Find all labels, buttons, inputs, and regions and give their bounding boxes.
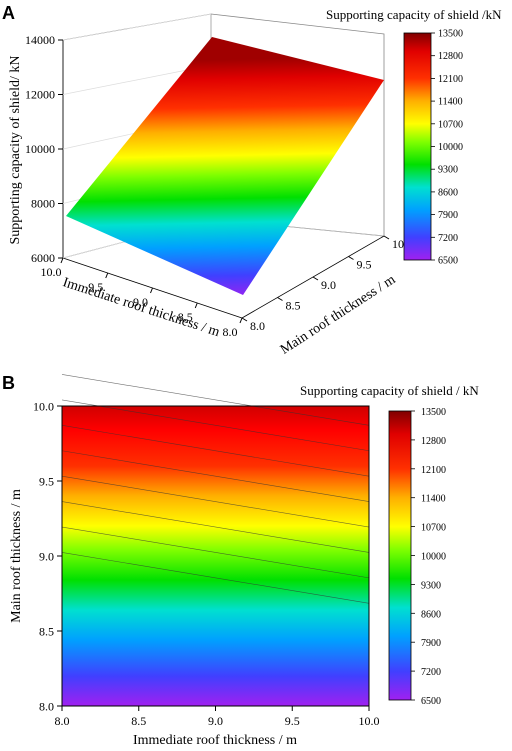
panel-b-contour-line bbox=[61, 425, 370, 477]
panel-b: B Supporting capacity of shield / kN 8.0… bbox=[2, 373, 479, 748]
panel-b-colorbar-tick-label: 10000 bbox=[421, 552, 446, 563]
panel-b-y-tick-label: 9.5 bbox=[39, 475, 54, 489]
panel-a-colorbar-tick-label: 9300 bbox=[438, 165, 458, 176]
panel-a-colorbar-ticks: 13500 12800 12100 11400 10700 10000 9300 8600 79… bbox=[431, 29, 463, 267]
panel-b-x-tick-label: 8.5 bbox=[131, 714, 146, 728]
panel-b-colorbar-tick-label: 13500 bbox=[421, 407, 446, 418]
panel-a-colorbar-tick-label: 6500 bbox=[438, 256, 458, 267]
panel-b-ticks: 8.0 8.5 9.0 9.5 10.0 8.0 8.5 9.0 9.5 10.0 bbox=[33, 400, 380, 729]
panel-b-colorbar-tick-label: 8600 bbox=[421, 609, 441, 620]
panel-a-surface bbox=[66, 37, 384, 295]
panel-b-y-tick-label: 10.0 bbox=[33, 400, 54, 414]
panel-a-z-tick-label: 10000 bbox=[25, 142, 55, 156]
panel-a-y-tick bbox=[312, 276, 319, 281]
panel-b-x-tick-label: 9.5 bbox=[285, 714, 300, 728]
panel-b-x-axis-label: Immediate roof thickness / m bbox=[133, 733, 297, 748]
panel-a-x-tick-label: 9.5 bbox=[88, 280, 103, 294]
panel-a-x-tick bbox=[194, 302, 198, 309]
panel-a-colorbar-tick-label: 12100 bbox=[438, 74, 463, 85]
panel-b-contour-line bbox=[61, 374, 370, 426]
panel-b-colorbar bbox=[388, 410, 412, 701]
panel-a-z-tick-label: 12000 bbox=[25, 88, 55, 102]
panel-b-colorbar-tick-label: 7200 bbox=[421, 667, 441, 678]
panel-a-colorbar-tick-label: 10700 bbox=[438, 119, 463, 130]
panel-a: A 6000 8000 10000 12000 14000 10.0 9.5 9.0 8.5 8.… bbox=[2, 3, 502, 358]
panel-a-colorbar-title: Supporting capacity of shield /kN bbox=[326, 7, 502, 22]
panel-b-colorbar-tick-label: 12100 bbox=[421, 465, 446, 476]
panel-a-y-tick bbox=[277, 297, 283, 301]
panel-a-y-tick bbox=[348, 256, 354, 260]
panel-a-y-tick bbox=[241, 317, 248, 322]
panel-b-plot-area bbox=[61, 374, 370, 707]
panel-b-colorbar-tick-label: 10700 bbox=[421, 523, 446, 534]
panel-b-colorbar-tick-label: 11400 bbox=[421, 494, 446, 505]
panel-a-x-tick-label: 8.0 bbox=[223, 325, 238, 339]
panel-b-colorbar-tick-label: 7900 bbox=[421, 638, 441, 649]
panel-a-y-tick-label: 9.5 bbox=[357, 258, 372, 272]
panel-a-z-tick-label: 8000 bbox=[31, 197, 55, 211]
panel-a-colorbar-tick-label: 13500 bbox=[438, 29, 463, 40]
panel-a-ticks: 6000 8000 10000 12000 14000 10.0 9.5 9.0 8.5 8.0 8… bbox=[25, 33, 413, 339]
panel-a-z-tick-label: 6000 bbox=[31, 251, 55, 265]
panel-a-colorbar-tick-label: 10000 bbox=[438, 142, 463, 153]
panel-a-colorbar-tick-label: 7200 bbox=[438, 233, 458, 244]
panel-b-colorbar-tick-label: 6500 bbox=[421, 696, 441, 707]
panel-b-contour-line bbox=[61, 526, 370, 579]
panel-a-x-tick bbox=[60, 257, 64, 264]
panel-a-y-tick-label: 8.0 bbox=[250, 319, 265, 333]
panel-a-colorbar-tick-label: 11400 bbox=[438, 97, 463, 108]
panel-b-colorbar-ticks: 13500 12800 12100 11400 10700 10000 9300 8600 79… bbox=[411, 407, 446, 707]
panel-a-x-tick-label: 8.5 bbox=[178, 310, 193, 324]
panel-b-x-tick-label: 10.0 bbox=[359, 714, 380, 728]
panel-a-y-tick bbox=[383, 235, 390, 240]
panel-b-label: B bbox=[2, 373, 15, 393]
panel-a-z-tick-label: 14000 bbox=[25, 33, 55, 47]
panel-a-colorbar-tick-label: 7900 bbox=[438, 210, 458, 221]
panel-b-y-tick-label: 8.0 bbox=[39, 700, 54, 714]
panel-b-contour-line bbox=[61, 399, 370, 452]
panel-a-x-tick bbox=[105, 272, 109, 279]
panel-a-y-tick-label: 9.0 bbox=[321, 278, 336, 292]
panel-a-x-tick-label: 10.0 bbox=[41, 265, 62, 279]
panel-a-x-tick bbox=[150, 287, 153, 294]
panel-a-label: A bbox=[2, 3, 15, 23]
panel-a-z-axis-label: Supporting capacity of shield/ kN bbox=[8, 56, 23, 245]
panel-b-y-axis-label: Main roof thickness / m bbox=[9, 489, 24, 623]
panel-b-contour-line bbox=[61, 501, 370, 553]
panel-a-gridline bbox=[62, 13, 212, 41]
panel-b-contour-lines bbox=[61, 374, 370, 604]
panel-a-x-tick bbox=[239, 317, 243, 324]
panel-a-colorbar-tick-label: 8600 bbox=[438, 187, 458, 198]
panel-a-colorbar-tick-label: 12800 bbox=[438, 51, 463, 62]
panel-b-contour-fill bbox=[62, 406, 369, 706]
panel-b-x-tick-label: 8.0 bbox=[55, 714, 70, 728]
panel-b-colorbar-tick-label: 9300 bbox=[421, 580, 441, 591]
panel-b-contour-line bbox=[61, 475, 370, 528]
panel-b-colorbar-title: Supporting capacity of shield / kN bbox=[300, 383, 479, 398]
panel-b-colorbar-tick-label: 12800 bbox=[421, 436, 446, 447]
panel-a-y-tick-label: 8.5 bbox=[286, 299, 301, 313]
panel-b-y-tick-label: 9.0 bbox=[39, 550, 54, 564]
panel-b-x-tick-label: 9.0 bbox=[208, 714, 223, 728]
panel-a-x-axis-label: Immediate roof thickness / m bbox=[61, 275, 222, 340]
panel-b-contour-line bbox=[61, 450, 370, 502]
panel-b-contour-line bbox=[61, 552, 370, 604]
panel-a-colorbar bbox=[403, 32, 432, 261]
panel-b-y-tick-label: 8.5 bbox=[39, 625, 54, 639]
panel-a-y-axis-label: Main roof thickness / m bbox=[278, 272, 398, 357]
panel-a-x-tick-label: 9.0 bbox=[133, 295, 148, 309]
